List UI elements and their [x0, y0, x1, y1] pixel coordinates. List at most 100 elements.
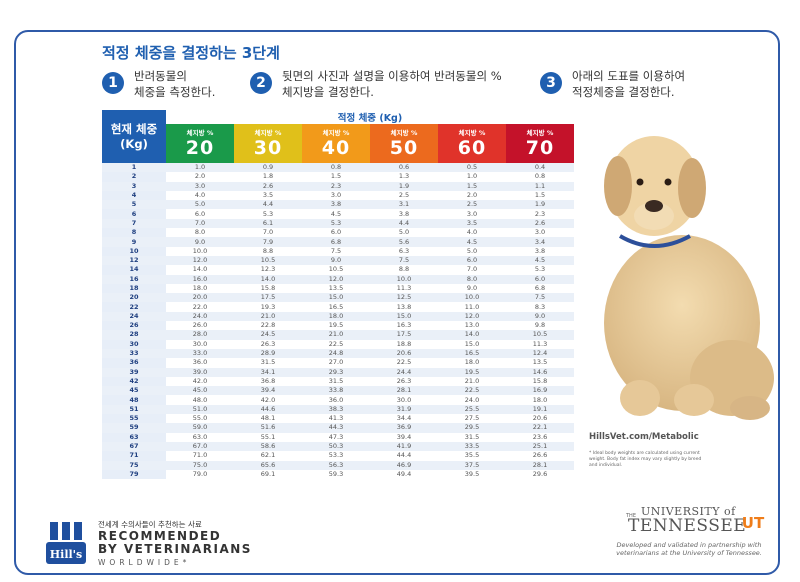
ideal-weight-cell: 6.0: [302, 228, 370, 238]
current-weight-cell: 51: [102, 404, 166, 415]
ideal-weight-cell: 22.0: [166, 302, 234, 312]
hills-logo-icon: Hill's: [46, 522, 86, 564]
ideal-weight-cell: 51.0: [166, 404, 234, 415]
ideal-weight-cell: 1.9: [506, 200, 574, 210]
ideal-weight-cell: 3.8: [370, 209, 438, 219]
ideal-weight-cell: 15.0: [438, 339, 506, 349]
ideal-weight-cell: 29.3: [302, 367, 370, 377]
ideal-weight-cell: 47.3: [302, 432, 370, 442]
ideal-weight-cell: 10.5: [302, 265, 370, 275]
ideal-weight-cell: 26.3: [234, 339, 302, 349]
ideal-weight-cell: 11.3: [370, 283, 438, 294]
table-row: 20 20.0 17.5 15.0 12.5 10.0 7.5: [102, 293, 574, 303]
ideal-weight-cell: 18.8: [370, 339, 438, 349]
ideal-weight-cell: 2.5: [438, 200, 506, 210]
ideal-weight-cell: 10.0: [370, 274, 438, 284]
table-row: 6 6.0 5.3 4.5 3.8 3.0 2.3: [102, 209, 574, 219]
ideal-weight-cell: 19.3: [234, 302, 302, 312]
current-weight-cell: 16: [102, 274, 166, 284]
current-weight-cell: 6: [102, 209, 166, 219]
ideal-weight-cell: 58.6: [234, 441, 302, 452]
ideal-weight-cell: 22.5: [302, 339, 370, 349]
ideal-weight-cell: 29.5: [438, 423, 506, 433]
ideal-weight-cell: 7.0: [234, 228, 302, 238]
ideal-weight-cell: 6.8: [302, 237, 370, 247]
website-link[interactable]: HillsVet.com/Metabolic: [589, 432, 699, 442]
current-weight-cell: 33: [102, 348, 166, 359]
ideal-weight-cell: 41.3: [302, 414, 370, 424]
ideal-weight-cell: 18.0: [438, 358, 506, 368]
hills-logo-text: Hill's: [50, 548, 83, 561]
ideal-weight-cell: 3.0: [166, 181, 234, 191]
ideal-weight-cell: 11.3: [506, 339, 574, 349]
table-row: 16 16.0 14.0 12.0 10.0 8.0 6.0: [102, 274, 574, 284]
ideal-weight-cell: 0.8: [506, 172, 574, 182]
ideal-weight-cell: 12.3: [234, 265, 302, 275]
ideal-weight-cell: 4.5: [438, 237, 506, 247]
ideal-weight-cell: 36.0: [166, 358, 234, 368]
ideal-weight-cell: 4.4: [234, 200, 302, 210]
ideal-weight-cell: 3.5: [234, 190, 302, 201]
ideal-weight-cell: 2.5: [370, 190, 438, 201]
fat-column-header-40: 체지방 % 40: [302, 124, 370, 163]
ideal-weight-cell: 22.5: [370, 358, 438, 368]
ideal-weight-cell: 4.0: [166, 190, 234, 201]
ideal-weight-cell: 20.6: [506, 414, 574, 424]
ideal-weight-cell: 59.3: [302, 469, 370, 480]
ideal-weight-cell: 69.1: [234, 469, 302, 480]
ideal-weight-cell: 16.9: [506, 386, 574, 396]
ideal-weight-cell: 5.0: [370, 228, 438, 238]
current-weight-cell: 12: [102, 255, 166, 266]
ideal-weight-cell: 5.3: [506, 265, 574, 275]
ideal-weight-cell: 15.8: [506, 376, 574, 387]
ideal-weight-cell: 3.8: [506, 246, 574, 256]
ideal-weight-cell: 6.3: [370, 246, 438, 256]
ideal-weight-cell: 55.0: [166, 414, 234, 424]
ideal-weight-cell: 24.0: [438, 395, 506, 405]
table-row: 3 3.0 2.6 2.3 1.9 1.5 1.1: [102, 181, 574, 191]
ideal-weight-cell: 51.6: [234, 423, 302, 433]
current-weight-cell: 26: [102, 321, 166, 331]
ideal-weight-cell: 36.9: [370, 423, 438, 433]
ideal-weight-cell: 15.8: [234, 283, 302, 294]
current-weight-cell: 3: [102, 181, 166, 191]
fat-column-header-50: 체지방 % 50: [370, 124, 438, 163]
ideal-weight-cell: 1.9: [370, 181, 438, 191]
ideal-weight-cell: 4.4: [370, 218, 438, 229]
ideal-weight-cell: 39.0: [166, 367, 234, 377]
ideal-weight-cell: 41.9: [370, 441, 438, 452]
fat-label: 체지방 %: [526, 129, 554, 137]
ideal-weight-cell: 18.0: [506, 395, 574, 405]
current-weight-cell: 7: [102, 218, 166, 229]
ideal-weight-cell: 21.0: [234, 311, 302, 322]
ideal-weight-cell: 31.9: [370, 404, 438, 415]
step-1: 1 반려동물의 체중을 측정한다.: [102, 68, 215, 100]
fat-column-header-60: 체지방 % 60: [438, 124, 506, 163]
ideal-weight-cell: 19.5: [438, 367, 506, 377]
table-row: 79 79.0 69.1 59.3 49.4 39.5 29.6: [102, 469, 574, 480]
ideal-weight-cell: 9.0: [166, 237, 234, 247]
table-row: 75 75.0 65.6 56.3 46.9 37.5 28.1: [102, 460, 574, 470]
ideal-weight-cell: 33.8: [302, 386, 370, 396]
ideal-weight-cell: 13.8: [370, 302, 438, 312]
ideal-weight-cell: 17.5: [370, 330, 438, 340]
current-weight-cell: 45: [102, 386, 166, 396]
table-row: 59 59.0 51.6 44.3 36.9 29.5 22.1: [102, 423, 574, 433]
ideal-weight-cell: 2.3: [302, 181, 370, 191]
ideal-weight-cell: 20.6: [370, 348, 438, 359]
fat-label: 체지방 %: [186, 129, 214, 137]
ideal-weight-cell: 21.0: [302, 330, 370, 340]
ideal-weight-cell: 9.8: [506, 321, 574, 331]
ideal-weight-cell: 18.0: [302, 311, 370, 322]
ideal-weight-cell: 13.5: [302, 283, 370, 294]
fat-percent: 50: [389, 137, 419, 159]
ideal-weight-cell: 12.0: [438, 311, 506, 322]
ideal-weight-cell: 3.5: [438, 218, 506, 229]
ideal-weight-cell: 4.0: [438, 228, 506, 238]
fat-label: 체지방 %: [390, 129, 418, 137]
ideal-weight-cell: 14.0: [438, 330, 506, 340]
ideal-weight-cell: 27.5: [438, 414, 506, 424]
current-weight-cell: 42: [102, 376, 166, 387]
table-row: 30 30.0 26.3 22.5 18.8 15.0 11.3: [102, 339, 574, 349]
ideal-weight-cell: 39.4: [370, 432, 438, 442]
